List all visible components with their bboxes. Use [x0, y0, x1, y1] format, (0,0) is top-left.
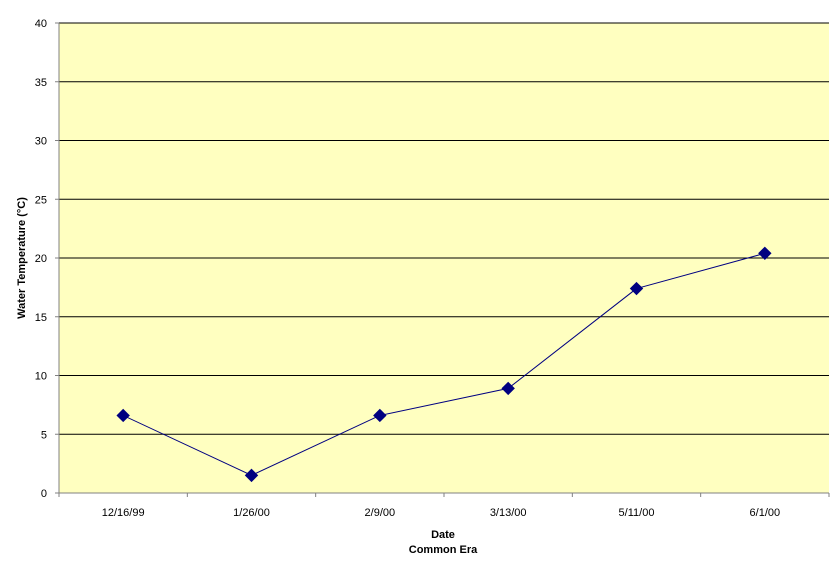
x-axis-subtitle: Common Era: [409, 544, 478, 556]
y-tick-label: 10: [35, 371, 47, 383]
x-axis-title: Date: [431, 529, 455, 541]
gridlines: [59, 22, 829, 435]
x-axis-ticks: 12/16/99 1/26/00 2/9/00 3/13/00 5/11/00 6/1/0…: [58, 493, 830, 519]
y-tick-label: 20: [35, 253, 47, 265]
data-point-marker: [629, 281, 644, 296]
y-axis-ticks: 0 5 10 15 20 25 30 35 40: [35, 18, 59, 500]
y-tick-label: 25: [35, 194, 47, 206]
data-point-marker: [244, 468, 259, 483]
y-tick-label: 15: [35, 312, 47, 324]
y-tick-label: 30: [35, 136, 47, 148]
series-line: [122, 252, 765, 476]
y-tick-label: 40: [35, 18, 47, 30]
series-layer: [116, 246, 772, 483]
data-point-marker: [116, 408, 130, 423]
data-point-marker: [373, 408, 387, 423]
x-tick-label: 1/26/00: [233, 507, 270, 519]
y-tick-label: 5: [41, 429, 47, 441]
data-point-marker: [501, 381, 515, 396]
x-tick-label: 3/13/00: [490, 507, 527, 519]
x-tick-label: 2/9/00: [365, 507, 396, 519]
x-tick-label: 6/1/00: [750, 507, 781, 519]
x-tick-label: 12/16/99: [102, 507, 145, 519]
y-tick-label: 35: [35, 77, 47, 89]
y-axis-title: Water Temperature (°C): [16, 197, 28, 319]
x-tick-label: 5/11/00: [619, 507, 655, 519]
data-point-marker: [758, 246, 772, 261]
y-tick-label: 0: [41, 488, 47, 500]
